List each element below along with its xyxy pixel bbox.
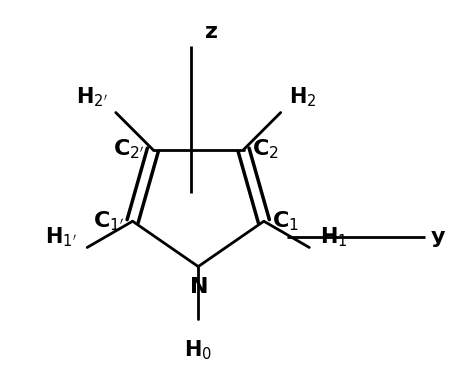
Text: $\mathbf{H}_{1}$: $\mathbf{H}_{1}$: [320, 225, 347, 248]
Text: z: z: [205, 22, 219, 42]
Text: $\mathbf{C}_{2}$: $\mathbf{C}_{2}$: [252, 138, 279, 161]
Text: y: y: [431, 227, 446, 247]
Text: $\mathbf{H}_{0}$: $\mathbf{H}_{0}$: [184, 338, 212, 362]
Text: $\mathbf{H}_{2}$: $\mathbf{H}_{2}$: [289, 86, 317, 109]
Text: $\mathbf{C}_{2'}$: $\mathbf{C}_{2'}$: [113, 138, 145, 161]
Text: $\mathbf{H}_{2'}$: $\mathbf{H}_{2'}$: [76, 86, 108, 109]
Text: $\mathbf{C}_{1}$: $\mathbf{C}_{1}$: [272, 209, 299, 233]
Text: $\mathbf{N}$: $\mathbf{N}$: [189, 277, 208, 297]
Text: $\mathbf{C}_{1'}$: $\mathbf{C}_{1'}$: [93, 209, 124, 233]
Text: $\mathbf{H}_{1'}$: $\mathbf{H}_{1'}$: [45, 225, 76, 248]
